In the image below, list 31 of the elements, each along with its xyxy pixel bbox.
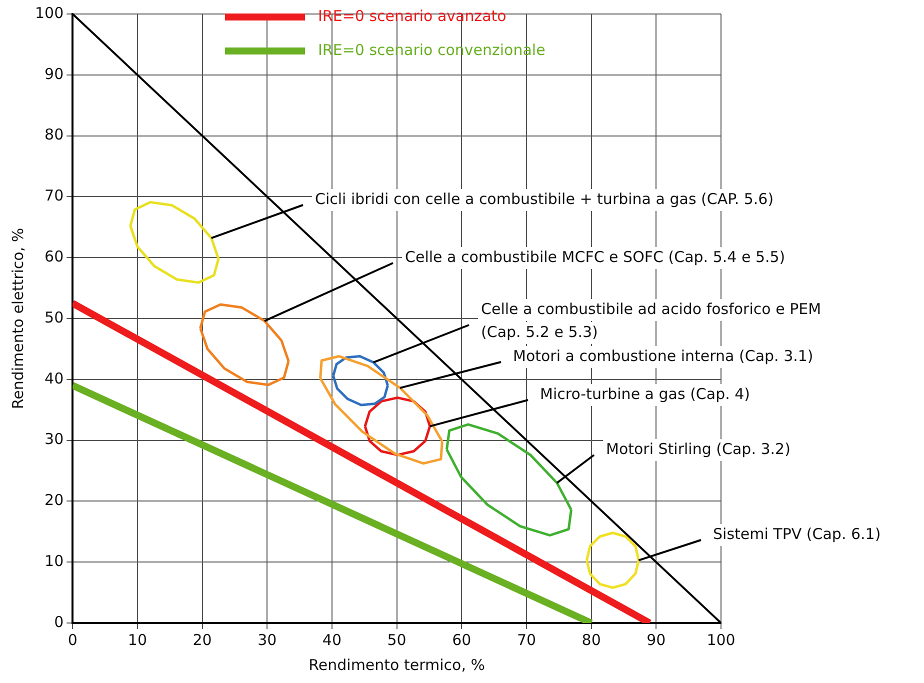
annotation: Motori a combustione interna (Cap. 3.1) [513,346,814,365]
x-tick-label: 100 [706,630,736,649]
annotation: Celle a combustibile ad acido fosforico e PEM (Cap. 5.2 e 5.3) [481,300,822,341]
y-tick-label: 60 [44,247,64,266]
y-tick-label: 20 [44,491,64,510]
y-tick-label: 100 [34,4,64,22]
y-tick-label: 50 [44,308,64,326]
x-tick-label: 10 [128,630,148,649]
x-tick-label: 50 [387,630,406,649]
x-tick-label: 90 [646,630,666,649]
annotation: Micro-turbine a gas (Cap. 4) [540,384,750,403]
y-axis-title: Rendimento elettrico, % [8,228,27,410]
y-tick-label: 0 [54,612,64,631]
y-tick-label: 40 [44,369,64,388]
annotation: Motori Stirling (Cap. 3.2) [606,440,790,458]
y-tick-label: 70 [44,186,64,205]
annotation: Cicli ibridi con celle a combustibile + turbina a gas (CAP. 5.6) [315,190,774,208]
x-tick-label: 30 [258,630,277,649]
x-tick-label: 80 [582,630,601,649]
y-tick-label: 30 [44,430,64,448]
x-tick-label: 60 [452,630,472,649]
annotation: Sistemi TPV (Cap. 6.1) [713,524,881,543]
annotation: Celle a combustibile MCFC e SOFC (Cap. 5.4 e 5.5) [405,248,786,266]
y-tick-label: 80 [44,126,64,144]
x-tick-label: 0 [68,630,78,649]
y-tick-label: 10 [44,552,64,570]
x-tick-label: 70 [516,630,536,649]
y-tick-label: 90 [44,64,64,83]
x-tick-label: 40 [322,630,342,649]
x-axis-title: Rendimento termico, % [308,656,485,674]
x-tick-label: 20 [192,630,212,649]
